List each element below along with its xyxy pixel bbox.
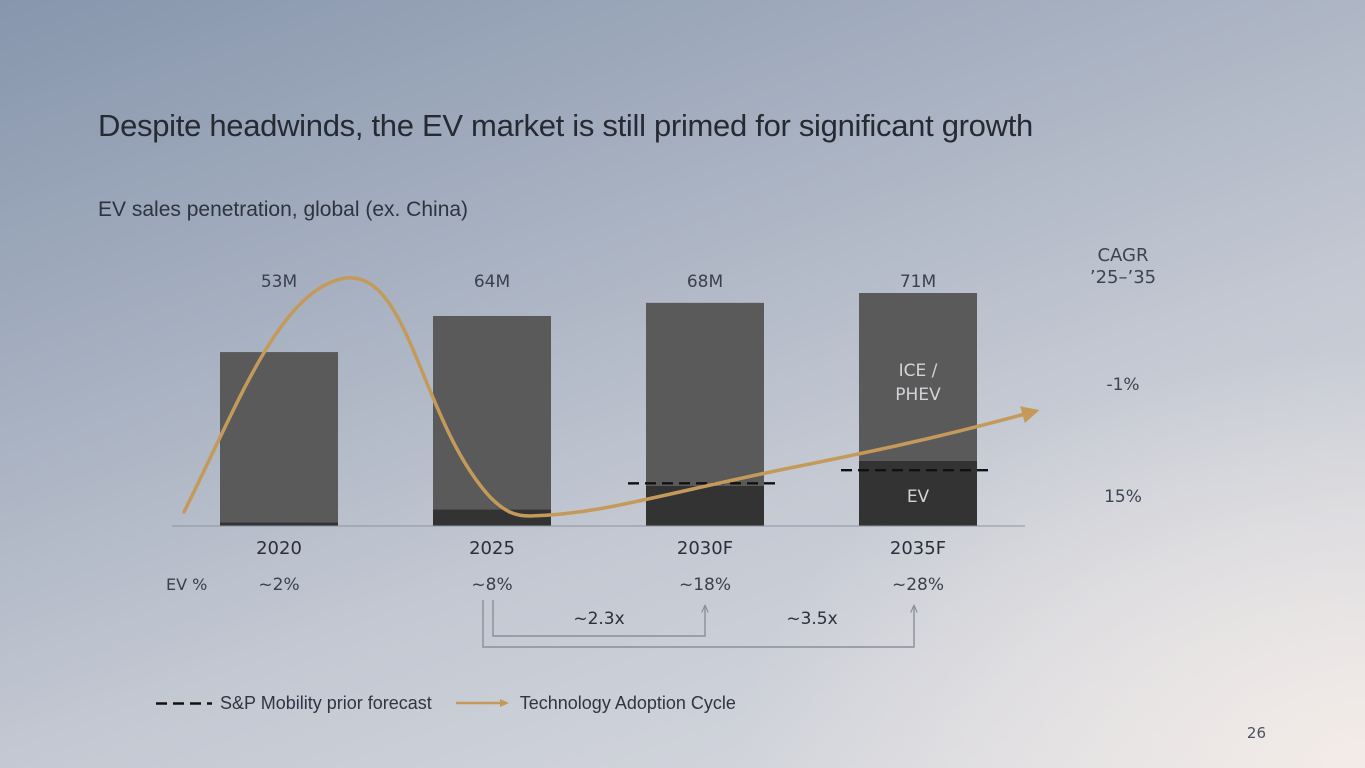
bar-ev-2030F — [646, 485, 764, 526]
bracket-2035 — [482, 600, 914, 648]
segment-label-phev: PHEV — [895, 385, 941, 405]
page-number: 26 — [1246, 724, 1266, 742]
multiplier-label-2030: ~2.3x — [573, 609, 624, 629]
cagr-header-line1: CAGR — [1097, 245, 1149, 266]
legend-cycle-swatch — [455, 699, 509, 707]
legend: S&P Mobility prior forecast Technology A… — [156, 690, 736, 716]
bar-ev-2035F — [859, 460, 977, 526]
ev-share-2025: ~8% — [471, 575, 512, 595]
segment-label-ice: ICE / — [899, 361, 938, 381]
bar-ice-2035F — [859, 293, 977, 461]
legend-cycle-label: Technology Adoption Cycle — [519, 692, 736, 713]
total-label-2020: 53M — [261, 272, 297, 292]
cagr-ev-value: 15% — [1104, 487, 1142, 507]
adoption-cycle-curve — [182, 276, 1040, 518]
bar-ice-2030F — [646, 302, 764, 486]
bar-ev-2025 — [433, 509, 551, 526]
ev-share-row-label: EV % — [166, 575, 207, 594]
forecast-layer — [628, 469, 993, 485]
slide-title: Despite headwinds, the EV market is stil… — [98, 108, 1033, 143]
total-label-2030F: 68M — [687, 272, 723, 292]
multiplier-label-2035: ~3.5x — [786, 609, 837, 629]
bar-ice-2020 — [220, 352, 338, 523]
total-label-2025: 64M — [474, 272, 510, 292]
category-label-2020: 2020 — [256, 538, 302, 559]
cagr-header: CAGR ’25–’35 — [1060, 245, 1186, 289]
category-label-2035F: 2035F — [890, 538, 946, 559]
legend-forecast-swatch — [156, 701, 212, 705]
bracket-2030 — [492, 600, 705, 637]
bars-layer — [220, 293, 977, 526]
bar-ice-2025 — [433, 315, 551, 510]
cagr-ice-value: -1% — [1106, 375, 1140, 395]
bar-ev-2020 — [220, 522, 338, 526]
multiplier-brackets: ~2.3x ~3.5x — [482, 600, 914, 648]
category-label-2025: 2025 — [469, 538, 515, 559]
cagr-header-line2: ’25–’35 — [1089, 267, 1157, 288]
segment-label-ev: EV — [907, 487, 930, 507]
ev-share-2035F: ~28% — [892, 575, 944, 595]
ev-share-2020: ~2% — [258, 575, 299, 595]
labels-layer: 53M 2020 ~2% 64M 2025 ~8% 68M 2030F ~18% 71M 2035F… — [166, 272, 946, 595]
legend-forecast-label: S&P Mobility prior forecast — [220, 692, 432, 713]
total-label-2035F: 71M — [900, 272, 936, 292]
chart-subtitle: EV sales penetration, global (ex. China) — [98, 198, 469, 221]
category-label-2030F: 2030F — [677, 538, 733, 559]
ev-share-2030F: ~18% — [679, 575, 731, 595]
